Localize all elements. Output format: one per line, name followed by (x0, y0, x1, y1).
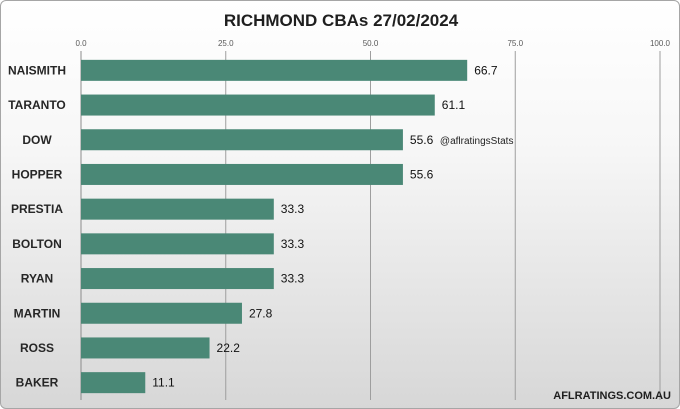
data-label: 33.3 (281, 202, 305, 216)
footer-source: AFLRATINGS.COM.AU (553, 390, 671, 402)
bar-naismith (81, 60, 467, 81)
category-label: HOPPER (12, 167, 63, 181)
category-label: BOLTON (12, 237, 62, 251)
data-label: 66.7 (474, 63, 498, 77)
category-label: TARANTO (8, 98, 66, 112)
category-label: BAKER (16, 376, 59, 390)
bar-hopper (81, 164, 403, 185)
data-label: 27.8 (249, 306, 273, 320)
bar-bolton (81, 233, 274, 254)
x-tick-label: 100.0 (650, 39, 671, 48)
bar-ross (81, 337, 210, 358)
data-label: 33.3 (281, 237, 305, 251)
data-label: 55.6 (410, 133, 434, 147)
x-tick-label: 75.0 (507, 39, 523, 48)
bar-martin (81, 303, 242, 324)
category-labels: NAISMITH TARANTO DOW HOPPER PRESTIA BOLTON RYA… (8, 63, 66, 389)
x-axis-ticks: 0.0 25.0 50.0 75.0 100.0 (75, 39, 670, 48)
data-label: 11.1 (152, 376, 175, 390)
bar-dow (81, 129, 403, 150)
bar-prestia (81, 199, 274, 220)
data-label: 55.6 (410, 167, 434, 181)
watermark-annotation: @aflratingsStats (440, 136, 514, 147)
category-label: ROSS (20, 341, 54, 355)
category-label: NAISMITH (8, 63, 66, 77)
category-label: DOW (22, 133, 52, 147)
category-label: RYAN (21, 272, 53, 286)
x-tick-label: 50.0 (363, 39, 379, 48)
data-label: 22.2 (217, 341, 241, 355)
bar-baker (81, 372, 145, 393)
category-label: MARTIN (14, 306, 61, 320)
data-label: 61.1 (442, 98, 466, 112)
bars: 66.7 61.1 55.6 55.6 33.3 33.3 33.3 27.8 22.2 11.1 (81, 60, 498, 393)
data-label: 33.3 (281, 272, 305, 286)
chart-title: RICHMOND CBAs 27/02/2024 (224, 11, 459, 30)
x-tick-label: 0.0 (75, 39, 87, 48)
category-label: PRESTIA (11, 202, 63, 216)
x-tick-label: 25.0 (218, 39, 234, 48)
bar-ryan (81, 268, 274, 289)
bar-taranto (81, 95, 435, 116)
